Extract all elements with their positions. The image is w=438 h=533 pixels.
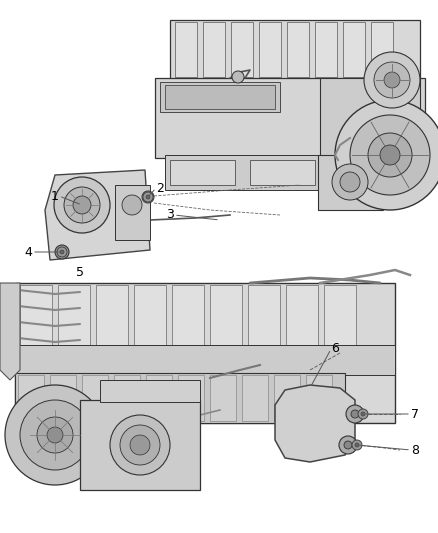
Polygon shape [275,385,355,462]
Bar [165,85,275,109]
Circle shape [142,191,154,203]
Circle shape [361,412,365,416]
Bar [15,373,345,423]
Circle shape [346,405,364,423]
Circle shape [143,192,153,202]
Circle shape [340,172,360,192]
Bar [15,283,395,423]
Circle shape [352,440,362,450]
Bar [170,20,420,80]
Circle shape [47,427,63,443]
Bar [58,285,90,345]
Polygon shape [0,283,20,380]
Bar [80,400,200,490]
Circle shape [5,385,105,485]
Text: 6: 6 [331,343,339,356]
Bar [210,375,236,421]
Circle shape [232,71,244,83]
Bar [82,375,108,421]
Circle shape [358,409,368,419]
Bar [320,78,420,190]
Circle shape [351,410,359,418]
Circle shape [64,187,100,223]
Circle shape [332,164,368,200]
Circle shape [368,133,412,177]
Text: 4: 4 [24,246,32,259]
Bar [172,285,204,345]
Bar [250,160,315,185]
Circle shape [73,196,91,214]
Circle shape [350,115,430,195]
Bar [287,22,309,77]
Circle shape [364,52,420,108]
Bar [259,22,281,77]
Bar [18,375,44,421]
Bar [306,375,332,421]
Bar [274,375,300,421]
Bar [324,285,356,345]
Bar [343,22,365,77]
Bar [114,375,140,421]
Circle shape [110,415,170,475]
Bar [318,155,383,210]
Bar [175,22,197,77]
Bar [286,285,318,345]
Bar [315,22,337,77]
Bar [100,380,200,402]
Circle shape [55,245,69,259]
Bar [231,22,253,77]
Circle shape [374,62,410,98]
Circle shape [57,247,67,257]
Circle shape [355,443,359,447]
Bar [15,345,395,375]
Circle shape [120,425,160,465]
Bar [134,285,166,345]
Circle shape [145,195,151,199]
Circle shape [122,195,142,215]
Circle shape [37,417,73,453]
Text: 1: 1 [51,190,59,203]
Bar [50,375,76,421]
Bar [165,155,395,190]
Circle shape [146,195,150,199]
Bar [115,185,150,240]
Circle shape [59,249,65,255]
Bar [20,285,52,345]
Text: 8: 8 [411,443,419,456]
Bar [96,285,128,345]
Circle shape [339,436,357,454]
Bar [242,375,268,421]
Text: 3: 3 [166,208,174,222]
Text: 7: 7 [411,408,419,421]
Circle shape [335,100,438,210]
Bar [170,160,235,185]
Circle shape [20,400,90,470]
Polygon shape [45,170,150,260]
Text: 2: 2 [156,182,164,195]
Bar [371,22,393,77]
Bar [248,285,280,345]
Bar [146,375,172,421]
Bar [155,78,425,158]
Bar [203,22,225,77]
Circle shape [384,72,400,88]
Circle shape [130,435,150,455]
Text: 5: 5 [76,265,84,279]
Bar [160,82,280,112]
Bar [178,375,204,421]
Circle shape [380,145,400,165]
Circle shape [60,250,64,254]
Bar [210,285,242,345]
Circle shape [54,177,110,233]
Circle shape [344,441,352,449]
